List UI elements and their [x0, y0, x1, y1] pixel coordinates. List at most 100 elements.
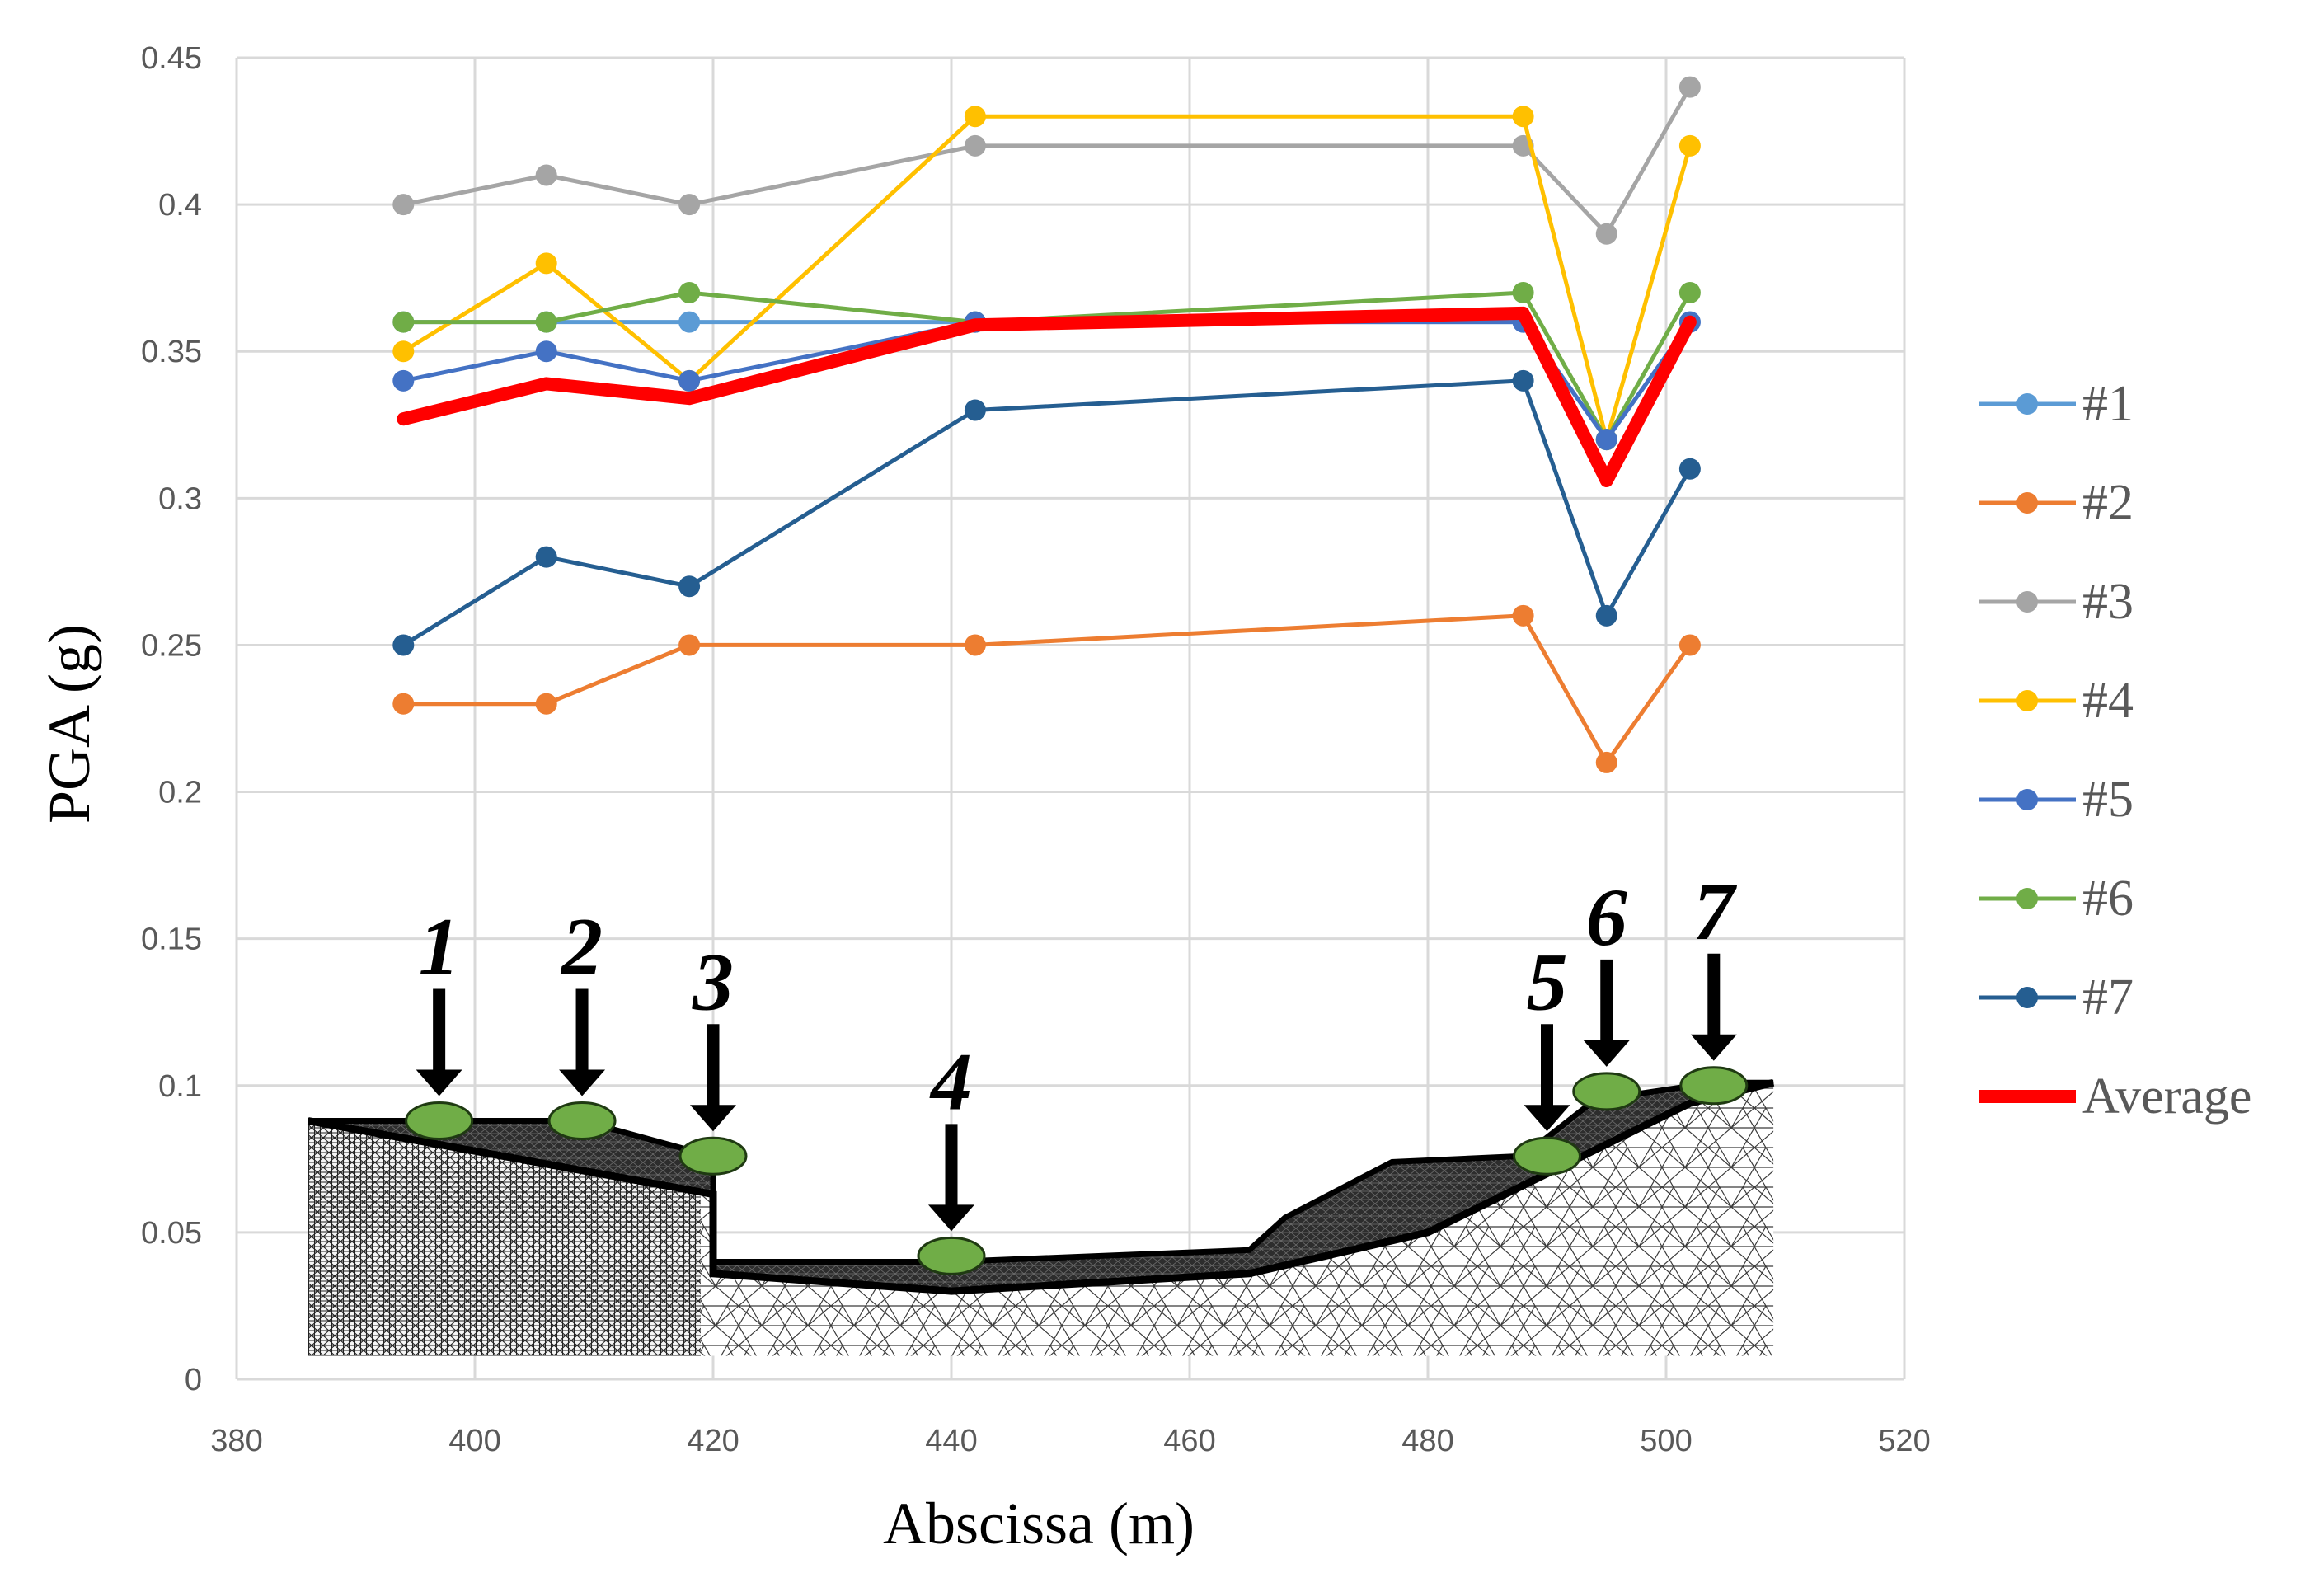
station-arrow-head-4: [928, 1204, 974, 1232]
legend-label: #4: [2082, 673, 2134, 729]
station-label-3: 3: [692, 936, 734, 1027]
series-#3: [392, 76, 1701, 245]
data-point: [392, 340, 415, 363]
legend-item-#4: #4: [1979, 673, 2134, 729]
data-point: [964, 106, 986, 128]
series-Average: [397, 306, 1697, 487]
data-point: [535, 340, 557, 363]
data-point: [1595, 429, 1617, 451]
data-point: [1678, 281, 1701, 303]
series-layer: [392, 76, 1701, 773]
data-point: [535, 546, 557, 568]
data-point: [964, 399, 986, 421]
station-label-2: 2: [560, 901, 603, 993]
data-point: [392, 369, 415, 392]
data-point: [964, 634, 986, 656]
data-point: [678, 634, 701, 656]
x-tick-label: 520: [1878, 1424, 1930, 1458]
series-#2: [392, 604, 1701, 773]
y-tick-label: 0.05: [141, 1216, 202, 1251]
station-marker-7: [1679, 1066, 1749, 1106]
legend-label: #3: [2082, 574, 2134, 630]
station-arrow-head-5: [1524, 1105, 1570, 1132]
legend-item-Average: Average: [1979, 1068, 2251, 1125]
series-#7: [392, 369, 1701, 656]
x-tick-label: 440: [925, 1424, 977, 1458]
data-point: [1512, 369, 1534, 392]
data-point: [392, 634, 415, 656]
legend-item-#7: #7: [1979, 970, 2134, 1026]
data-point: [1678, 634, 1701, 656]
legend-swatch-marker: [2016, 492, 2038, 514]
x-tick-label: 500: [1640, 1424, 1692, 1458]
legend-label: #7: [2082, 970, 2134, 1026]
data-point: [1595, 751, 1617, 773]
data-point: [1512, 281, 1534, 303]
y-tick-label: 0.45: [141, 41, 202, 76]
legend-item-#6: #6: [1979, 871, 2134, 927]
legend-label: Average: [2082, 1068, 2251, 1125]
y-tick-label: 0.2: [158, 776, 202, 810]
station-label-1: 1: [419, 901, 460, 993]
mesh-fine-region: [308, 1120, 701, 1356]
y-tick-label: 0.35: [141, 335, 202, 369]
data-point: [535, 693, 557, 715]
legend: #1 #2 #3 #4 #5 #6 #7 Average: [1979, 376, 2251, 1125]
series-line: [401, 378, 1693, 647]
x-tick-label: 460: [1163, 1424, 1215, 1458]
data-point: [535, 311, 557, 333]
legend-item-#2: #2: [1979, 475, 2134, 531]
x-tick-label: 380: [210, 1424, 262, 1458]
data-point: [678, 194, 701, 216]
station-marker-3: [678, 1136, 748, 1176]
legend-item-#3: #3: [1979, 574, 2134, 630]
legend-swatch-marker: [2016, 690, 2038, 711]
bedrock-interface-line: [307, 1078, 1775, 1295]
data-point: [678, 369, 701, 392]
data-point: [535, 164, 557, 186]
station-label-6: 6: [1586, 871, 1627, 963]
data-point: [964, 134, 986, 157]
legend-label: #1: [2082, 376, 2134, 432]
y-tick-label: 0.1: [158, 1069, 202, 1104]
x-tick-label: 480: [1401, 1424, 1453, 1458]
station-arrow-head-7: [1690, 1034, 1737, 1061]
station-arrow-head-2: [559, 1069, 606, 1096]
station-arrow-head-1: [416, 1069, 462, 1096]
y-tick-label: 0.3: [158, 481, 202, 516]
legend-swatch-marker: [2016, 591, 2038, 613]
legend-swatch-marker: [2016, 393, 2038, 415]
y-axis-title: PGA (g): [36, 624, 102, 824]
data-point: [535, 252, 557, 275]
y-tick-label: 0.25: [141, 628, 202, 663]
station-marker-2: [547, 1101, 617, 1141]
data-point: [1678, 134, 1701, 157]
data-point: [678, 575, 701, 598]
data-point: [1678, 76, 1701, 98]
station-arrow-head-6: [1583, 1040, 1630, 1067]
legend-item-#1: #1: [1979, 376, 2134, 432]
series-#4: [392, 106, 1701, 451]
legend-label: #2: [2082, 475, 2134, 531]
legend-swatch-marker: [2016, 789, 2038, 810]
station-marker-4: [917, 1236, 986, 1275]
data-point: [392, 311, 415, 333]
data-point: [1595, 223, 1617, 245]
station-marker-1: [405, 1101, 474, 1141]
legend-label: #6: [2082, 871, 2134, 927]
legend-swatch-marker: [2016, 888, 2038, 909]
y-tick-label: 0.15: [141, 923, 202, 957]
cross-section-inset: 1 2 3 4 56 7: [307, 866, 1775, 1356]
x-tick-label: 400: [448, 1424, 500, 1458]
station-arrow-head-3: [690, 1105, 736, 1132]
y-tick-label: 0.4: [158, 188, 202, 223]
data-point: [1678, 458, 1701, 480]
data-point: [1595, 604, 1617, 627]
data-point: [678, 311, 701, 333]
legend-label: #5: [2082, 772, 2134, 828]
x-axis-title: Abscissa (m): [883, 1491, 1195, 1556]
station-label-4: 4: [929, 1035, 972, 1127]
axis-tick-labels: 0 0.05 0.1 0.15 0.2 0.25 0.3 0.35 0.4 0.45 380 400 4…: [141, 41, 1931, 1458]
data-point: [392, 194, 415, 216]
legend-swatch-marker: [2016, 987, 2038, 1008]
